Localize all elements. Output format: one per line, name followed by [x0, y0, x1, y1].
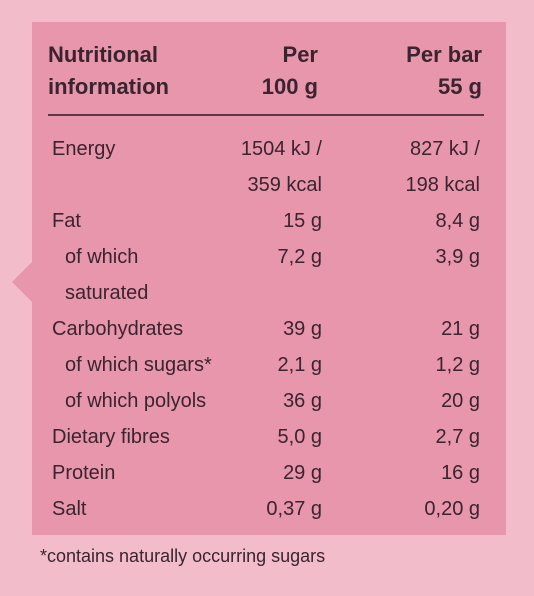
table-row: Carbohydrates 39 g 21 g	[32, 311, 506, 347]
table-row: of which polyols 36 g 20 g	[32, 383, 506, 419]
nutrient-name: saturated	[65, 282, 149, 304]
value-per-bar: 1,2 g	[435, 354, 480, 376]
value-per-bar: 827 kJ /	[409, 138, 480, 160]
table-row: Dietary fibres 5,0 g 2,7 g	[32, 419, 506, 455]
value-per-bar: 198 kcal	[405, 174, 481, 196]
table-row: Fat 15 g 8,4 g	[32, 203, 506, 239]
value-per-100g: 359 kcal	[247, 174, 323, 196]
value-per-100g: 5,0 g	[277, 426, 322, 448]
value-per-100g: 39 g	[283, 318, 322, 340]
value-per-bar: 20 g	[441, 390, 480, 412]
value-per-100g: 15 g	[283, 210, 322, 232]
nutrient-name: Carbohydrates	[52, 318, 184, 340]
value-per-bar: 21 g	[441, 318, 480, 340]
nutrient-name: Dietary fibres	[52, 426, 170, 448]
nutrient-name: Salt	[52, 498, 87, 520]
table-row: Energy 1504 kJ / 827 kJ /	[32, 131, 506, 167]
value-per-100g: 36 g	[283, 390, 322, 412]
value-per-bar: 3,9 g	[435, 246, 480, 268]
value-per-bar: 2,7 g	[435, 426, 480, 448]
value-per-100g: 1504 kJ /	[240, 138, 322, 160]
value-per-bar: 0,20 g	[424, 498, 480, 520]
header-per-100g: Per 100 g	[261, 42, 318, 99]
header-per-bar: Per bar 55 g	[406, 42, 482, 99]
nutrient-name: Energy	[52, 138, 116, 160]
table-row: Protein 29 g 16 g	[32, 455, 506, 491]
value-per-bar: 16 g	[441, 462, 480, 484]
nutrient-name: of which sugars*	[65, 354, 212, 376]
value-per-100g: 2,1 g	[277, 354, 322, 376]
header-nutritional-information: Nutritional information	[48, 42, 169, 99]
value-per-100g: 7,2 g	[277, 246, 322, 268]
value-per-100g: 29 g	[283, 462, 322, 484]
nutrient-name: Protein	[52, 462, 116, 484]
value-per-bar: 8,4 g	[435, 210, 480, 232]
value-per-100g: 0,37 g	[266, 498, 322, 520]
table-row: of which sugars* 2,1 g 1,2 g	[32, 347, 506, 383]
nutrition-table: Nutritional information Per 100 g Per ba…	[32, 22, 506, 535]
table-row: saturated	[32, 275, 506, 311]
nutrient-name: of which polyols	[65, 390, 207, 412]
table-row: Salt 0,37 g 0,20 g	[32, 491, 506, 527]
panel-pointer	[12, 262, 32, 302]
nutrient-name: of which	[65, 246, 139, 268]
nutrient-name: Fat	[52, 210, 81, 232]
footnote: *contains naturally occurring sugars	[40, 546, 326, 566]
table-row: 359 kcal 198 kcal	[32, 167, 506, 203]
table-row: of which 7,2 g 3,9 g	[32, 239, 506, 275]
header-divider	[48, 114, 484, 116]
